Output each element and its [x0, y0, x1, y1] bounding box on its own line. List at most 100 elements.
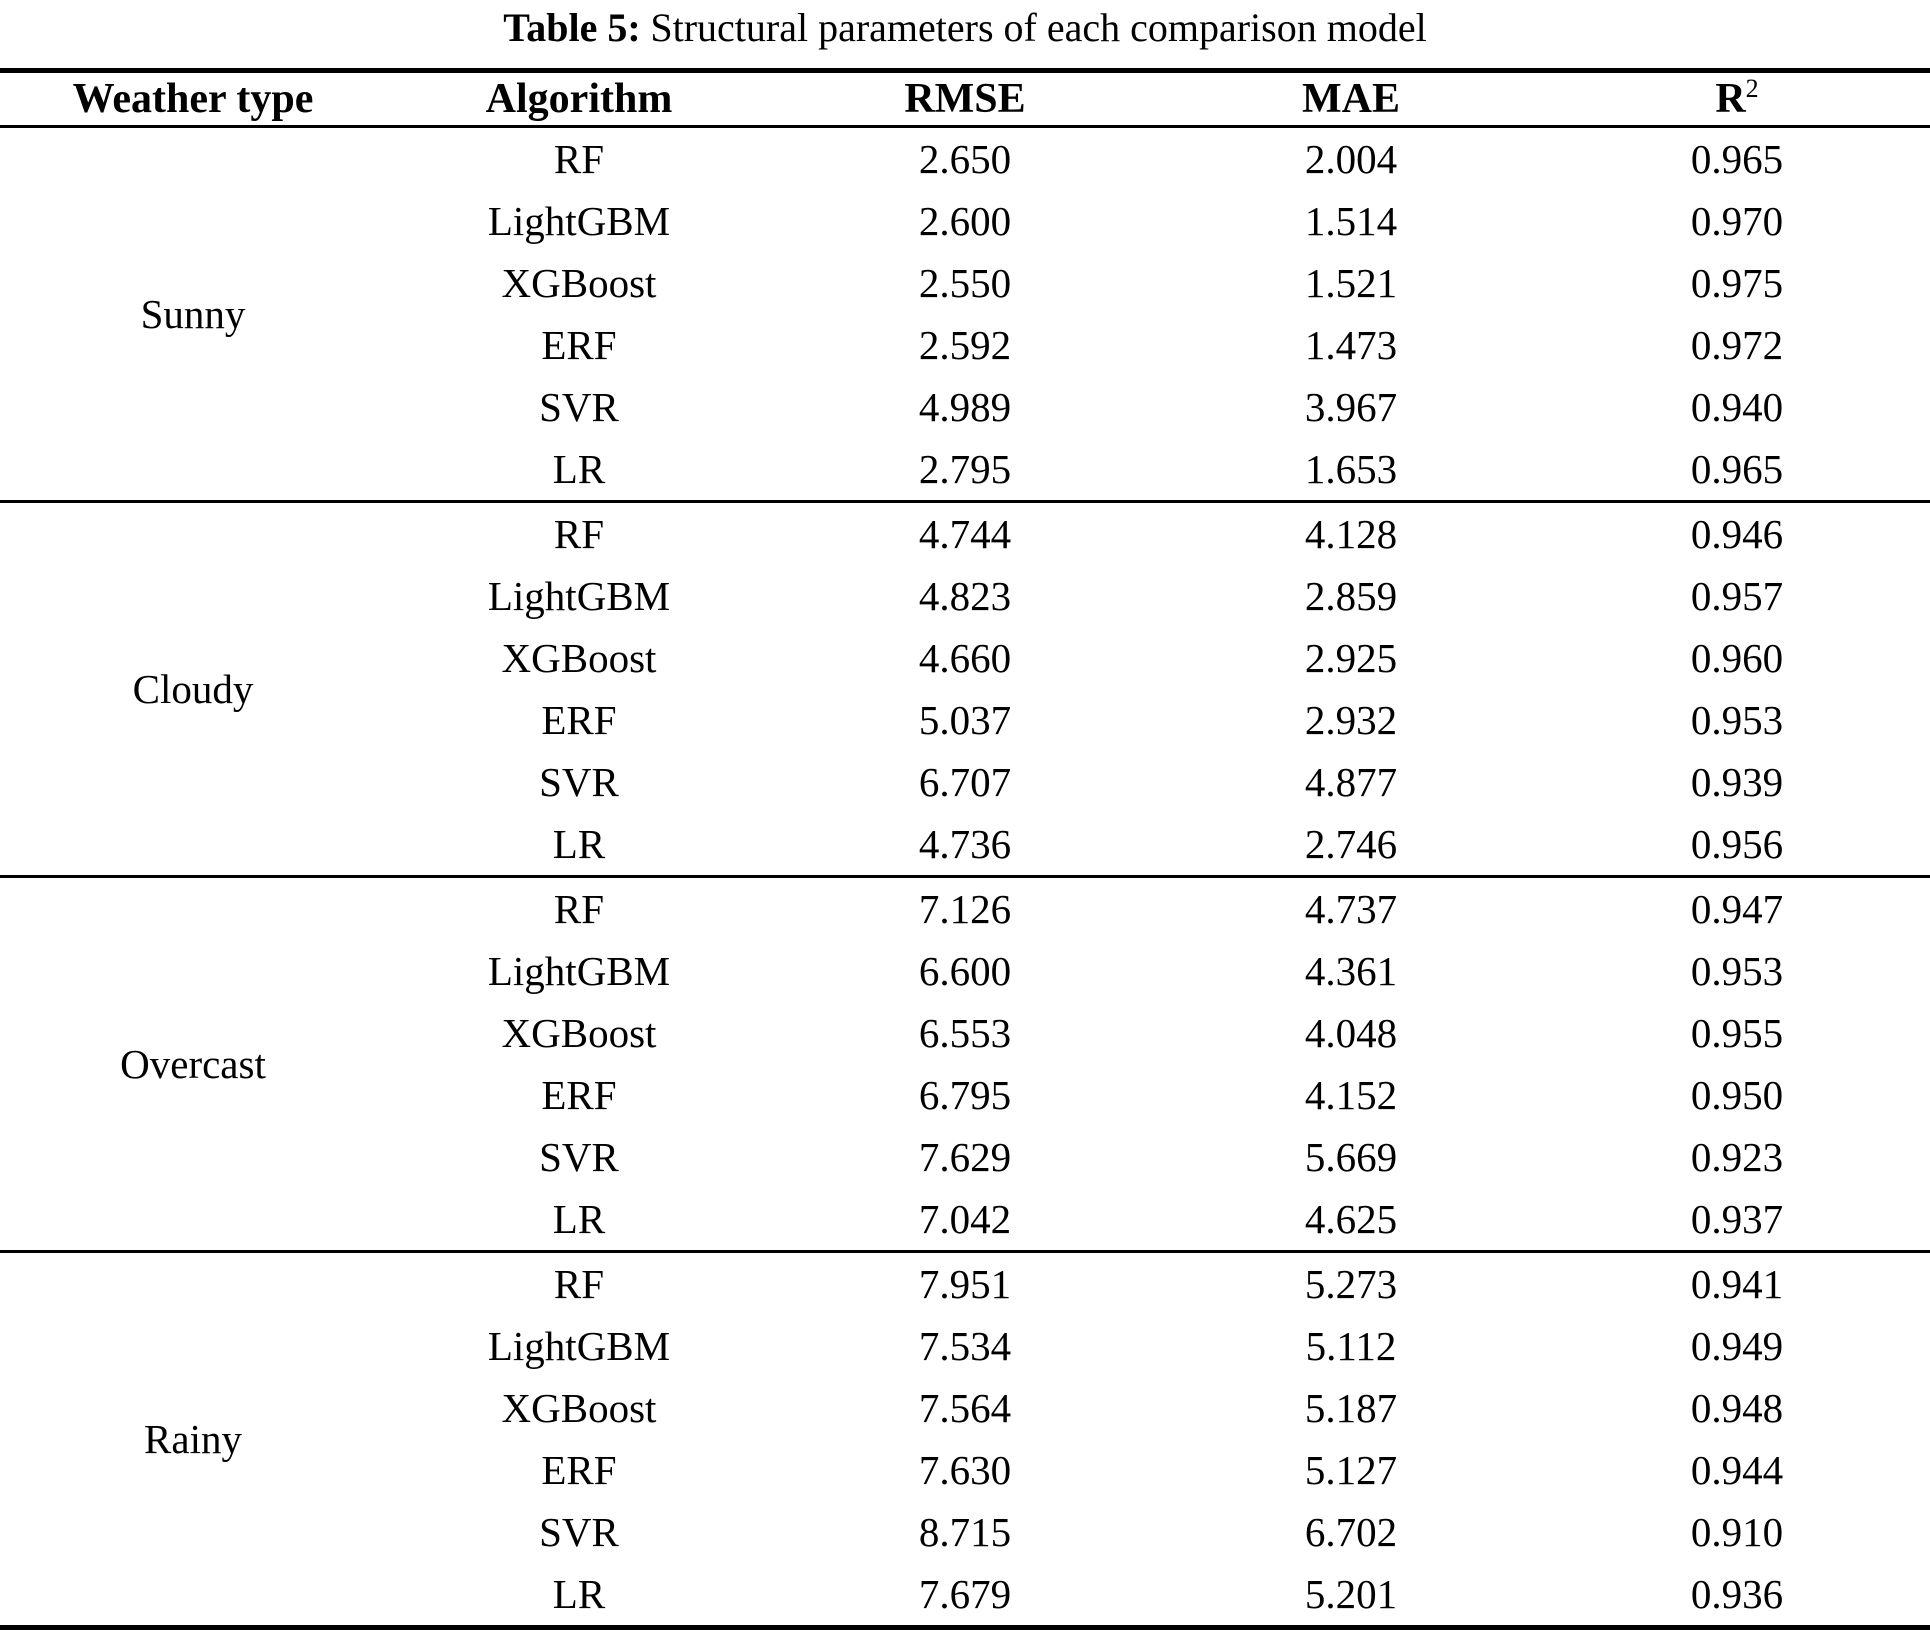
mae-cell: 5.187 — [1304, 1385, 1398, 1431]
r2-cell: 0.950 — [1690, 1072, 1784, 1118]
algorithm-cell: LightGBM — [487, 1323, 671, 1369]
mae-cell: 6.702 — [1304, 1509, 1398, 1555]
weather-type-cell: Rainy — [144, 1416, 242, 1462]
table-row: Sunny RF 2.650 2.004 0.965 — [0, 127, 1930, 337]
table-row: Overcast RF 7.126 4.737 0.947 — [0, 877, 1930, 1087]
r2-cell: 0.965 — [1690, 446, 1784, 492]
rmse-cell: 7.534 — [918, 1323, 1012, 1369]
rmse-cell: 8.715 — [918, 1509, 1012, 1555]
r2-cell: 0.941 — [1690, 1261, 1784, 1307]
weather-type-cell: Cloudy — [132, 666, 254, 712]
r2-cell: 0.955 — [1690, 1010, 1784, 1056]
algorithm-cell: LR — [552, 446, 606, 492]
table-row: XGBoost 2.550 1.521 0.975 — [0, 252, 1930, 314]
algorithm-cell: SVR — [539, 1134, 619, 1180]
r2-cell: 0.947 — [1690, 886, 1784, 932]
mae-cell: 4.877 — [1304, 759, 1398, 805]
r-squared-exponent: 2 — [1745, 74, 1759, 103]
table-row: SVR 4.989 3.967 0.940 — [0, 376, 1930, 438]
table-caption-label: Table 5: — [503, 5, 641, 50]
rmse-cell: 4.660 — [918, 635, 1012, 681]
mae-cell: 5.273 — [1304, 1261, 1398, 1307]
algorithm-cell: LightGBM — [487, 573, 671, 619]
rmse-cell: 6.707 — [918, 759, 1012, 805]
mae-cell: 4.048 — [1304, 1010, 1398, 1056]
r2-cell: 0.923 — [1690, 1134, 1784, 1180]
r2-cell: 0.936 — [1690, 1571, 1784, 1617]
table-row: XGBoost 6.553 4.048 0.955 — [0, 1002, 1930, 1064]
mae-cell: 5.127 — [1304, 1447, 1398, 1493]
rmse-cell: 2.650 — [918, 136, 1012, 182]
mae-cell: 2.746 — [1304, 821, 1398, 867]
rmse-cell: 5.037 — [918, 697, 1012, 743]
algorithm-cell: LR — [552, 1196, 606, 1242]
col-header-r-squared: R2 — [1544, 71, 1930, 127]
mae-cell: 1.653 — [1304, 446, 1398, 492]
mae-cell: 3.967 — [1304, 384, 1398, 430]
section-overcast: Overcast RF 7.126 4.737 0.947 LightGBM 6… — [0, 877, 1930, 1252]
table-row: Rainy RF 7.951 5.273 0.941 — [0, 1252, 1930, 1462]
r2-cell: 0.948 — [1690, 1385, 1784, 1431]
algorithm-cell: ERF — [541, 322, 617, 368]
mae-cell: 4.625 — [1304, 1196, 1398, 1242]
table-row: XGBoost 7.564 5.187 0.948 — [0, 1377, 1930, 1439]
mae-cell: 2.925 — [1304, 635, 1398, 681]
rmse-cell: 2.795 — [918, 446, 1012, 492]
section-cloudy: Cloudy RF 4.744 4.128 0.946 LightGBM 4.8… — [0, 502, 1930, 877]
table-caption: Table 5: Structural parameters of each co… — [0, 0, 1930, 52]
r2-cell: 0.910 — [1690, 1509, 1784, 1555]
rmse-cell: 6.795 — [918, 1072, 1012, 1118]
section-sunny: Sunny RF 2.650 2.004 0.965 LightGBM 2.60… — [0, 127, 1930, 502]
r-squared-base: R — [1715, 76, 1746, 122]
table-row: SVR 6.707 4.877 0.939 — [0, 751, 1930, 813]
algorithm-cell: ERF — [541, 1447, 617, 1493]
rmse-cell: 4.823 — [918, 573, 1012, 619]
table-caption-text: Structural parameters of each comparison… — [650, 5, 1427, 50]
rmse-cell: 7.630 — [918, 1447, 1012, 1493]
weather-type-cell: Sunny — [140, 291, 246, 337]
table-row: ERF 5.037 2.932 0.953 — [0, 689, 1930, 751]
mae-cell: 2.859 — [1304, 573, 1398, 619]
table-row: LR 7.679 5.201 0.936 — [0, 1563, 1930, 1628]
rmse-cell: 7.126 — [918, 886, 1012, 932]
rmse-cell: 6.553 — [918, 1010, 1012, 1056]
mae-cell: 5.201 — [1304, 1571, 1398, 1617]
rmse-cell: 7.564 — [918, 1385, 1012, 1431]
table-row: LR 4.736 2.746 0.956 — [0, 813, 1930, 877]
mae-cell: 1.514 — [1304, 198, 1398, 244]
comparison-model-table: Weather type Algorithm RMSE MAE R2 Sunny… — [0, 68, 1930, 1630]
rmse-cell: 7.679 — [918, 1571, 1012, 1617]
r2-cell: 0.949 — [1690, 1323, 1784, 1369]
r2-cell: 0.970 — [1690, 198, 1784, 244]
rmse-cell: 2.550 — [918, 260, 1012, 306]
rmse-cell: 6.600 — [918, 948, 1012, 994]
r2-cell: 0.956 — [1690, 821, 1784, 867]
table-row: ERF 7.630 5.127 0.944 — [0, 1439, 1930, 1501]
table-row: LightGBM 2.600 1.514 0.970 — [0, 190, 1930, 252]
r2-cell: 0.975 — [1690, 260, 1784, 306]
mae-cell: 2.932 — [1304, 697, 1398, 743]
r2-cell: 0.953 — [1690, 948, 1784, 994]
table-header: Weather type Algorithm RMSE MAE R2 — [0, 71, 1930, 127]
algorithm-cell: ERF — [541, 1072, 617, 1118]
algorithm-cell: LR — [552, 821, 606, 867]
algorithm-cell: SVR — [539, 1509, 619, 1555]
table-row: Cloudy RF 4.744 4.128 0.946 — [0, 502, 1930, 712]
table-row: XGBoost 4.660 2.925 0.960 — [0, 627, 1930, 689]
rmse-cell: 2.592 — [918, 322, 1012, 368]
r2-cell: 0.946 — [1690, 511, 1784, 557]
algorithm-cell: RF — [553, 1261, 605, 1307]
algorithm-cell: ERF — [541, 697, 617, 743]
mae-cell: 4.361 — [1304, 948, 1398, 994]
mae-cell: 4.152 — [1304, 1072, 1398, 1118]
col-header-algorithm: Algorithm — [485, 76, 673, 122]
algorithm-cell: RF — [553, 886, 605, 932]
section-rainy: Rainy RF 7.951 5.273 0.941 LightGBM 7.53… — [0, 1252, 1930, 1628]
table-row: ERF 2.592 1.473 0.972 — [0, 314, 1930, 376]
rmse-cell: 4.744 — [918, 511, 1012, 557]
rmse-cell: 2.600 — [918, 198, 1012, 244]
table-row: LightGBM 6.600 4.361 0.953 — [0, 940, 1930, 1002]
table-row: LR 7.042 4.625 0.937 — [0, 1188, 1930, 1252]
r2-cell: 0.953 — [1690, 697, 1784, 743]
rmse-cell: 4.736 — [918, 821, 1012, 867]
